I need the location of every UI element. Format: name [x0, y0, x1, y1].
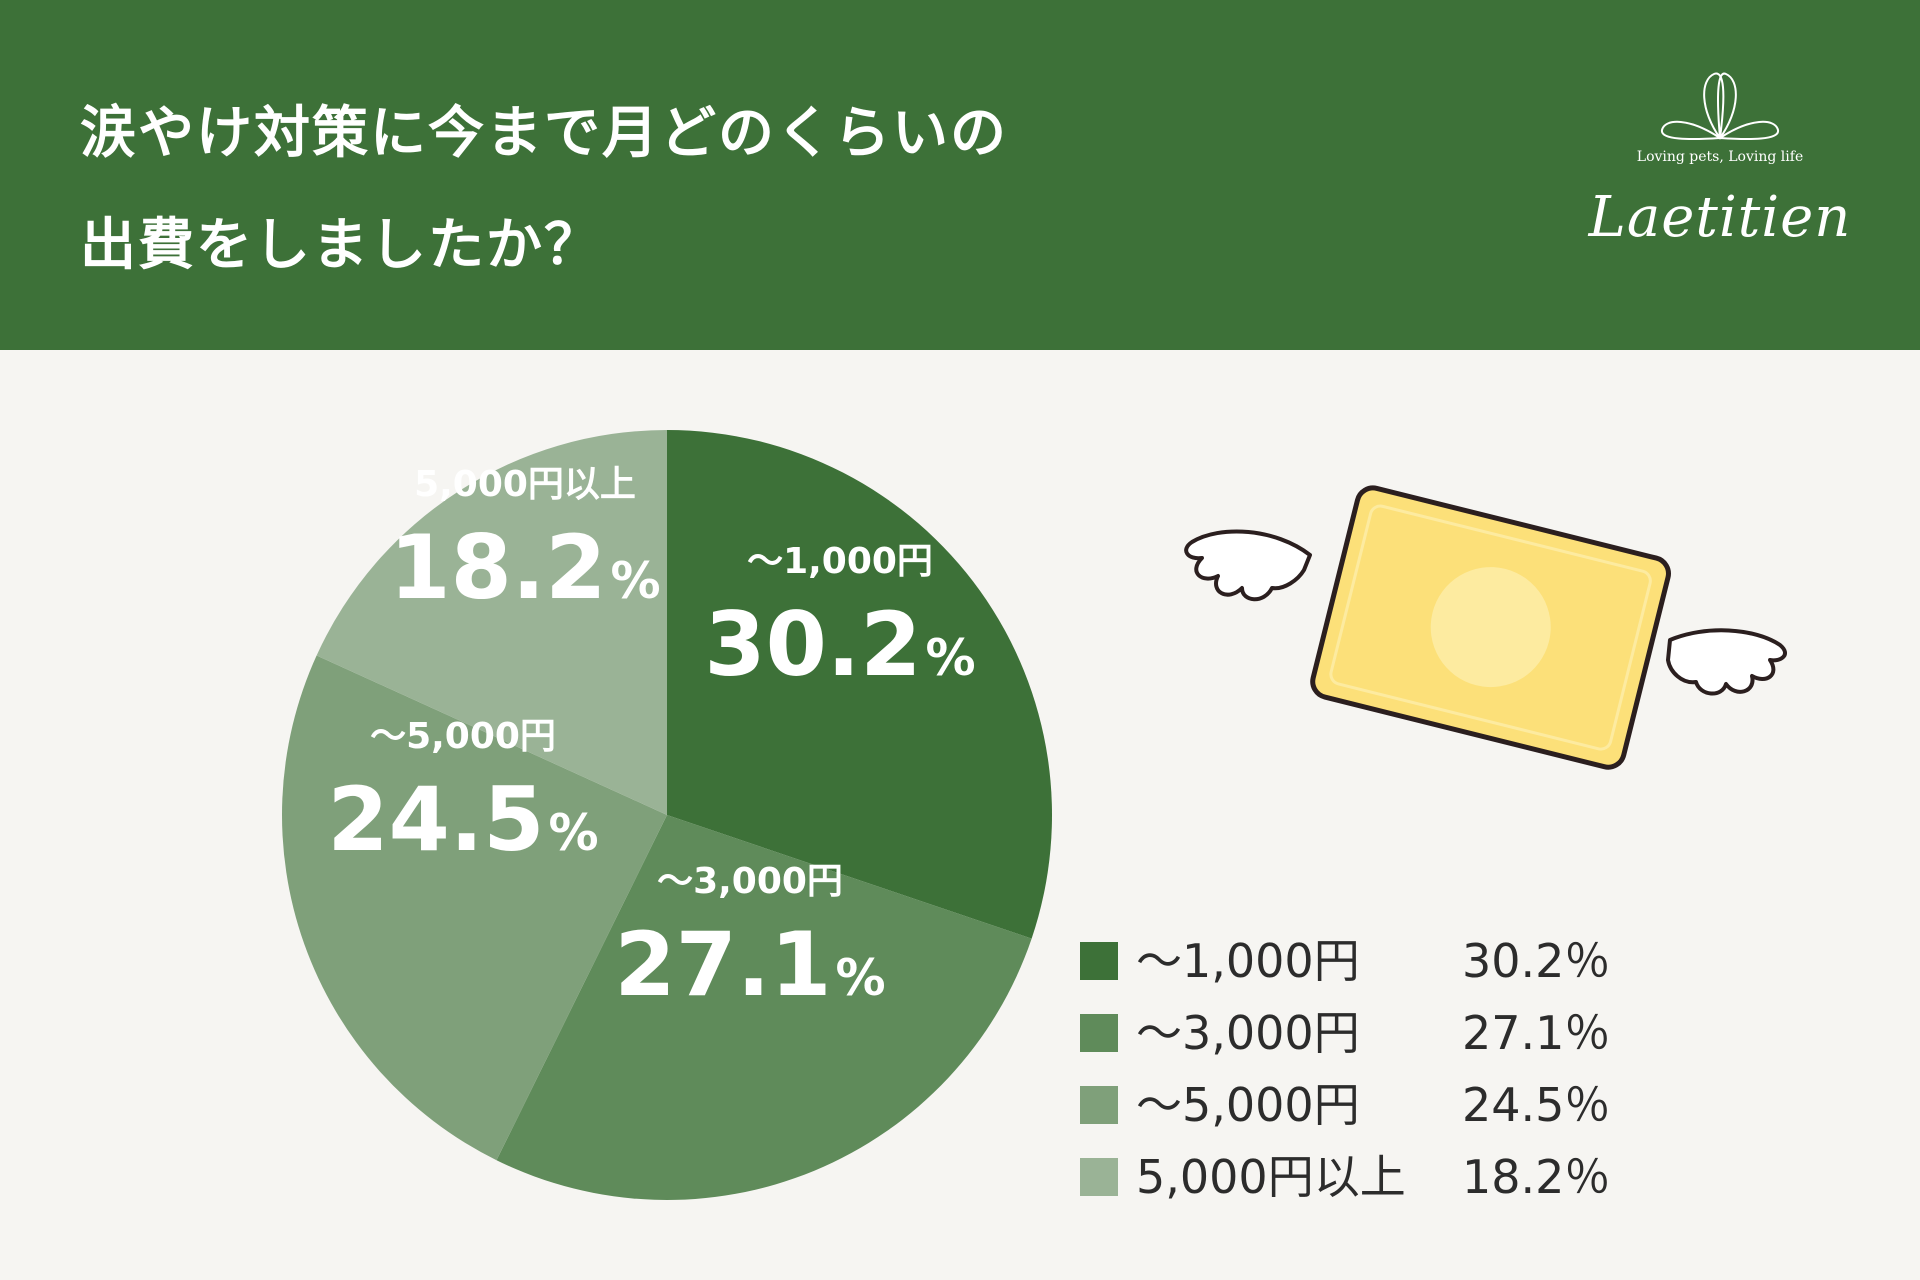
legend-item: 〜5,000円 24.5％ [1080, 1076, 1640, 1148]
legend-label: 〜3,000円 [1136, 1006, 1360, 1060]
pie-slice [667, 430, 1052, 939]
legend-value: 30.2％ [1462, 934, 1611, 988]
slice-value-label: 18.2% [389, 516, 660, 619]
slice-category-label: 〜1,000円 [747, 541, 933, 582]
slice-category-label: 〜5,000円 [370, 716, 556, 757]
legend-swatch [1080, 1014, 1118, 1052]
page-title: 涙やけ対策に今まで月どのくらいの 出費をしましたか？ [80, 78, 1480, 302]
logo-infinity-icon [1661, 72, 1779, 141]
legend-label: 5,000円以上 [1136, 1150, 1406, 1204]
title-line-2: 出費をしましたか？ [80, 213, 602, 278]
pie-slices [281, 430, 1052, 1200]
logo-brand: Laetitien [1588, 185, 1852, 250]
legend-swatch [1080, 942, 1118, 980]
legend-label: 〜1,000円 [1136, 934, 1360, 988]
legend-value: 24.5％ [1462, 1078, 1611, 1132]
slice-category-label: 〜3,000円 [657, 861, 843, 902]
brand-logo: Loving pets, Loving life Laetitien [1580, 70, 1860, 290]
legend-swatch [1080, 1086, 1118, 1124]
legend-item: 〜1,000円 30.2％ [1080, 932, 1640, 1004]
legend-value: 27.1％ [1462, 1006, 1611, 1060]
pie-slice [496, 815, 1032, 1200]
legend-swatch [1080, 1158, 1118, 1196]
slice-value-label: 27.1% [614, 913, 885, 1016]
title-line-1: 涙やけ対策に今まで月どのくらいの [80, 101, 1008, 166]
legend-item: 〜3,000円 27.1％ [1080, 1004, 1640, 1076]
chart-legend: 〜1,000円 30.2％ 〜3,000円 27.1％ 〜5,000円 24.5… [1080, 932, 1640, 1220]
slice-value-label: 24.5% [327, 768, 598, 871]
legend-item: 5,000円以上 18.2％ [1080, 1148, 1640, 1220]
legend-value: 18.2％ [1462, 1150, 1611, 1204]
pie-slice [281, 655, 667, 1161]
slice-category-label: 5,000円以上 [414, 464, 636, 505]
logo-tagline: Loving pets, Loving life [1636, 149, 1804, 165]
header-banner: 涙やけ対策に今まで月どのくらいの 出費をしましたか？ Loving pets, … [0, 0, 1920, 350]
legend-label: 〜5,000円 [1136, 1078, 1360, 1132]
winged-coin-bill-icon [1184, 485, 1787, 770]
pie-slice [316, 430, 667, 815]
